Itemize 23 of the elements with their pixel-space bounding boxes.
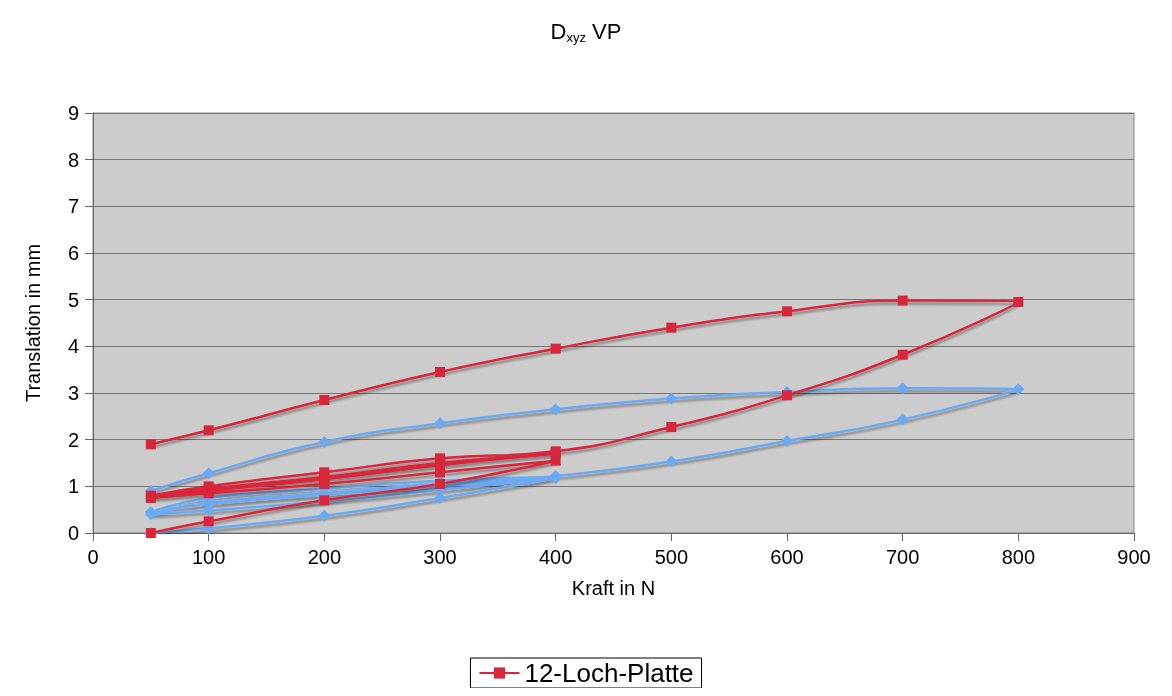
- legend-label: 12-Loch-Platte: [524, 658, 694, 688]
- x-tick-label: 800: [1001, 546, 1036, 568]
- x-axis-title: Kraft in N: [571, 577, 656, 599]
- y-tick-label: 4: [67, 335, 79, 358]
- y-tick-label: 2: [67, 428, 79, 451]
- y-tick-label: 7: [67, 195, 79, 218]
- x-tick-label: 0: [87, 546, 99, 568]
- x-tick-label: 600: [770, 546, 804, 568]
- y-tick-label: 8: [67, 148, 79, 171]
- y-tick-label: 1: [67, 475, 79, 498]
- y-tick-label: 0: [67, 522, 79, 544]
- y-tick-label: 3: [67, 382, 79, 404]
- x-tick-label: 400: [538, 546, 573, 568]
- x-tick-label: 100: [191, 546, 226, 568]
- x-tick-label: 500: [654, 546, 689, 568]
- y-tick-label: 9: [67, 102, 79, 124]
- x-tick-label: 300: [423, 546, 457, 568]
- x-tick-label: 700: [885, 546, 920, 568]
- y-tick-label: 6: [67, 242, 79, 264]
- y-axis-title: Translation in mm: [22, 243, 44, 403]
- x-tick-label: 200: [307, 546, 342, 568]
- x-tick-label: 900: [1117, 546, 1151, 568]
- y-tick-label: 5: [67, 288, 79, 311]
